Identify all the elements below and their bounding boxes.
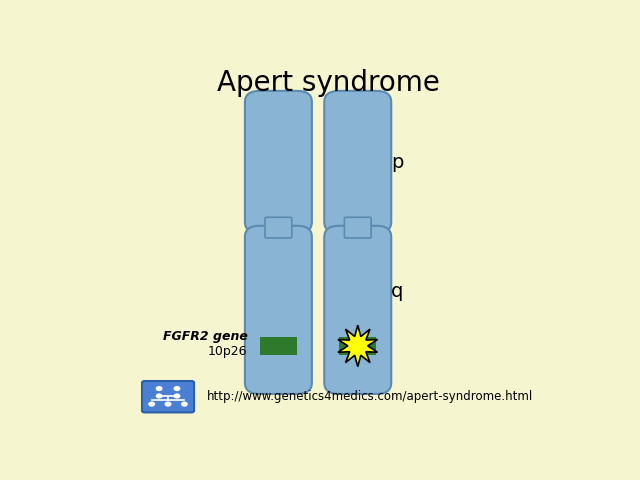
Text: Apert syndrome: Apert syndrome [216,69,440,96]
Text: p: p [391,153,404,171]
Circle shape [156,386,163,391]
FancyBboxPatch shape [324,91,391,233]
FancyBboxPatch shape [344,217,371,238]
Polygon shape [338,325,378,367]
FancyBboxPatch shape [245,91,312,233]
Bar [260,336,297,355]
Circle shape [164,401,172,407]
FancyBboxPatch shape [324,226,391,394]
Circle shape [156,394,163,398]
Text: 10p26: 10p26 [208,345,248,358]
Text: FGFR2 gene: FGFR2 gene [163,330,248,343]
Text: http://www.genetics4medics.com/apert-syndrome.html: http://www.genetics4medics.com/apert-syn… [207,390,532,403]
Circle shape [173,394,180,398]
Text: q: q [391,282,404,301]
FancyBboxPatch shape [245,226,312,394]
Bar [339,336,376,355]
FancyBboxPatch shape [142,381,194,412]
FancyBboxPatch shape [265,217,292,238]
Circle shape [173,386,180,391]
Circle shape [181,401,188,407]
Circle shape [148,401,155,407]
